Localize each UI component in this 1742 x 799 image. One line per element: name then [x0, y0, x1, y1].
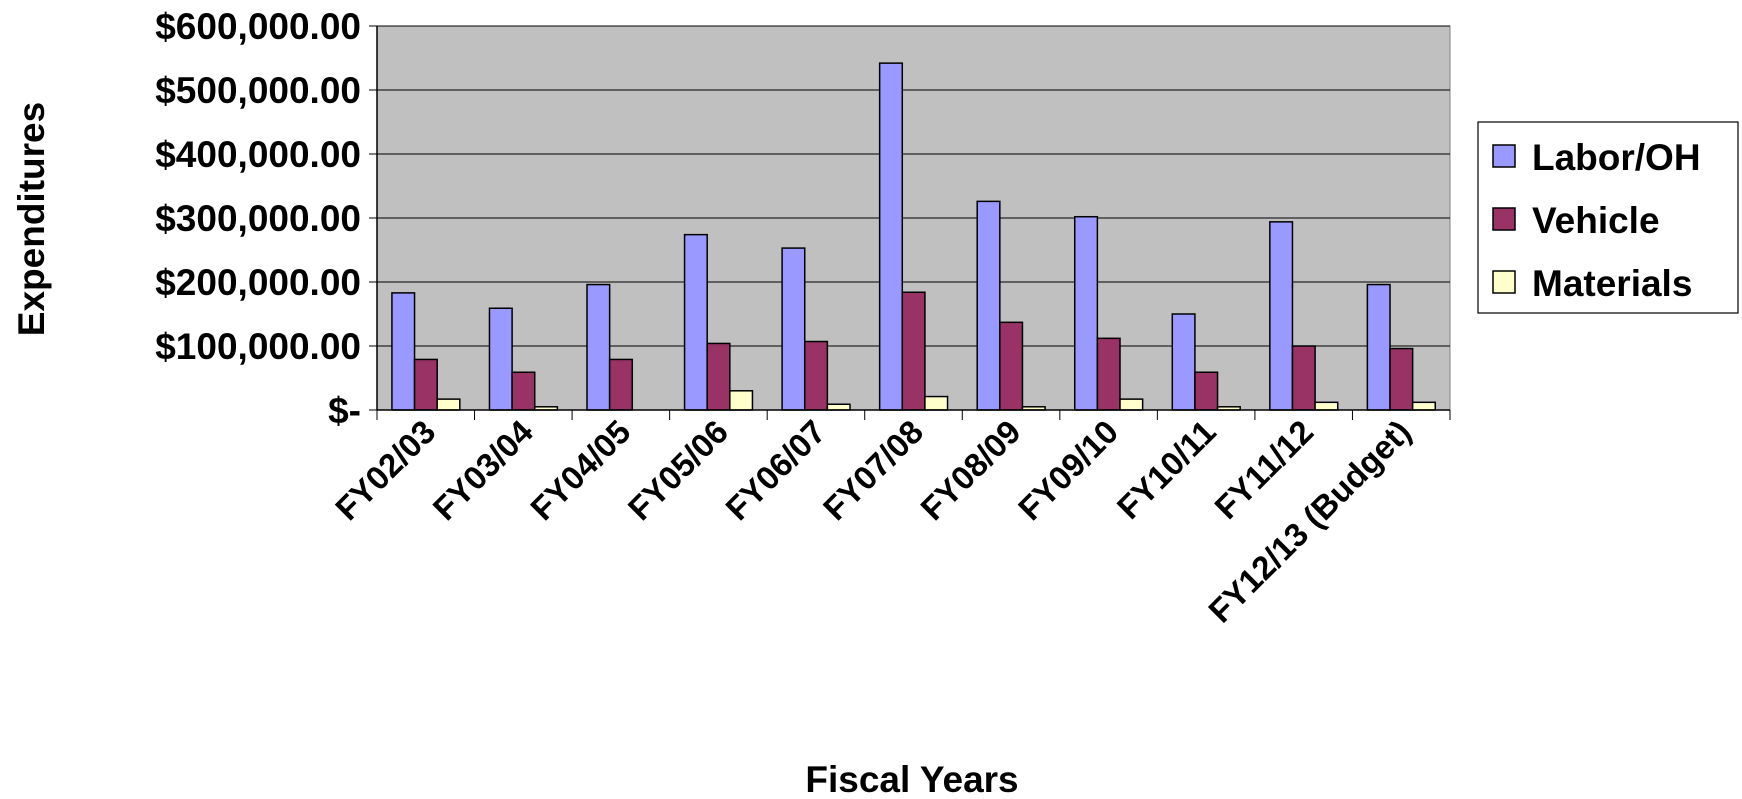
legend-label: Materials [1532, 263, 1692, 304]
axes [376, 26, 1451, 420]
bar-vehicle-0 [413, 358, 438, 411]
legend: Labor/OH Vehicle Materials [1477, 121, 1739, 314]
bar-vehicle-4 [803, 340, 829, 411]
bar-labor-oh-9 [1269, 221, 1294, 411]
bar-materials-4 [826, 403, 851, 411]
legend-box [1477, 121, 1739, 314]
bar-labor-oh-3 [683, 233, 708, 411]
y-tick-label: $600,000.00 [155, 6, 361, 47]
x-tick-label: FY10/11 [1110, 413, 1223, 526]
bar-labor-oh-1 [488, 307, 513, 411]
bar-labor-oh-10 [1366, 283, 1391, 411]
bar-materials-7 [1119, 398, 1144, 411]
bar-vehicle-2 [608, 358, 634, 411]
bar-vehicle-5 [901, 291, 926, 411]
bars [391, 62, 1437, 411]
y-tick-label: $100,000.00 [155, 326, 361, 367]
legend-swatch-labor-oh [1492, 144, 1516, 168]
x-tick-label: FY07/08 [816, 413, 930, 527]
x-tick-label: FY04/05 [523, 413, 637, 527]
bar-vehicle-8 [1194, 371, 1219, 411]
y-tick-label: $400,000.00 [155, 134, 361, 175]
bar-vehicle-1 [511, 371, 536, 411]
bar-materials-0 [436, 398, 461, 411]
legend-swatch-materials [1492, 270, 1516, 294]
legend-label: Labor/OH [1532, 137, 1701, 178]
bar-vehicle-7 [1096, 337, 1121, 411]
legend-swatch-vehicle [1492, 207, 1516, 231]
x-tick-label: FY06/07 [718, 413, 832, 527]
bar-vehicle-10 [1389, 347, 1414, 411]
y-tick-label: $- [328, 390, 361, 431]
x-tick-label: FY03/04 [426, 412, 541, 527]
y-axis-title: Expenditures [11, 102, 52, 336]
y-tick-labels: $- $100,000.00 $200,000.00 $300,000.00 $400,… [155, 6, 361, 431]
x-tick-label: FY05/06 [621, 413, 735, 527]
bar-materials-3 [729, 390, 754, 411]
y-tick-label: $500,000.00 [155, 70, 361, 111]
bar-vehicle-9 [1291, 345, 1316, 411]
legend-label: Vehicle [1532, 200, 1660, 241]
bar-labor-oh-4 [781, 247, 806, 411]
x-tick-label: FY09/10 [1011, 413, 1125, 527]
y-tick-label: $200,000.00 [155, 262, 361, 303]
bar-materials-9 [1314, 401, 1339, 411]
bar-labor-oh-6 [976, 200, 1001, 411]
bar-materials-10 [1411, 401, 1437, 411]
x-axis-title: Fiscal Years [805, 759, 1018, 799]
x-tick-labels: FY02/03FY03/04FY04/05FY05/06FY06/07FY07/… [328, 412, 1418, 629]
x-tick-label: FY08/09 [913, 413, 1027, 527]
bar-vehicle-6 [999, 321, 1024, 411]
bar-labor-oh-2 [586, 283, 611, 411]
bar-labor-oh-7 [1073, 215, 1099, 411]
bar-labor-oh-0 [391, 292, 416, 411]
y-tick-label: $300,000.00 [155, 198, 361, 239]
bar-materials-5 [924, 395, 949, 411]
bar-vehicle-3 [706, 342, 731, 411]
bar-labor-oh-8 [1171, 313, 1196, 411]
bar-labor-oh-5 [878, 62, 904, 411]
